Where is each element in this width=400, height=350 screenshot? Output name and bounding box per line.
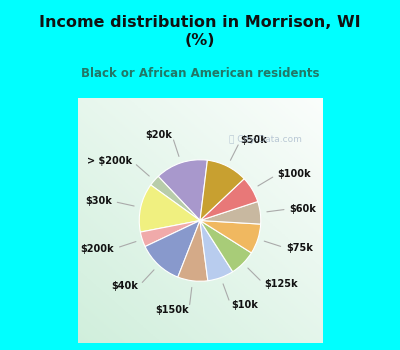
- Text: Black or African American residents: Black or African American residents: [81, 67, 319, 80]
- Wedge shape: [200, 202, 261, 224]
- Text: $20k: $20k: [145, 130, 172, 140]
- Wedge shape: [139, 185, 200, 232]
- Wedge shape: [145, 220, 200, 277]
- Text: $40k: $40k: [112, 281, 138, 292]
- Text: $50k: $50k: [241, 135, 268, 145]
- Wedge shape: [200, 220, 261, 253]
- Wedge shape: [178, 220, 208, 281]
- Wedge shape: [200, 220, 252, 272]
- Text: $200k: $200k: [81, 244, 114, 254]
- Text: Income distribution in Morrison, WI
(%): Income distribution in Morrison, WI (%): [39, 15, 361, 48]
- Text: $10k: $10k: [231, 300, 258, 310]
- Wedge shape: [200, 220, 233, 281]
- Text: $125k: $125k: [264, 279, 298, 289]
- Wedge shape: [151, 176, 200, 220]
- Text: $75k: $75k: [286, 243, 313, 253]
- Text: ⓘ City-Data.com: ⓘ City-Data.com: [230, 135, 302, 144]
- Wedge shape: [200, 179, 258, 220]
- Text: $60k: $60k: [290, 204, 316, 214]
- Wedge shape: [140, 220, 200, 246]
- Wedge shape: [158, 160, 208, 220]
- Wedge shape: [200, 160, 244, 220]
- Text: > $200k: > $200k: [87, 156, 132, 166]
- Text: $150k: $150k: [155, 305, 189, 315]
- Text: $100k: $100k: [278, 169, 311, 179]
- Text: $30k: $30k: [85, 196, 112, 206]
